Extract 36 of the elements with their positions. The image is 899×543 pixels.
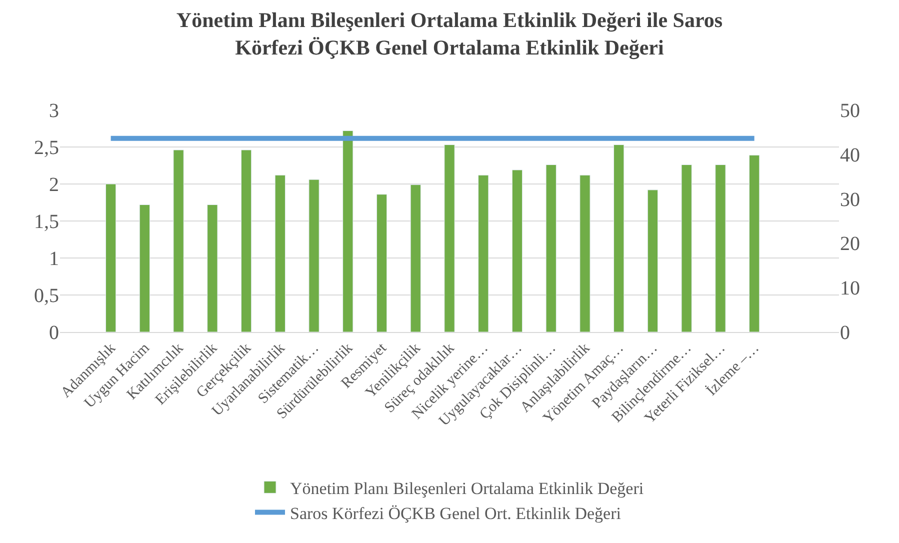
bar <box>173 150 184 332</box>
bar <box>376 194 388 332</box>
legend-label: Saros Körfezi ÖÇKB Genel Ort. Etkinlik Değeri <box>290 504 622 523</box>
bar <box>647 190 658 332</box>
bar <box>478 174 489 332</box>
y-tick-label: 1 <box>49 248 59 270</box>
bar <box>614 144 624 332</box>
y2-tick-label: 30 <box>840 188 860 211</box>
bar <box>342 130 354 332</box>
legend-label: Yönetim Planı Bileşenleri Ortalama Etkinlik Değeri <box>290 478 644 498</box>
bar <box>105 184 116 332</box>
y-tick-label: 2 <box>49 174 59 196</box>
bar <box>715 164 726 332</box>
bar <box>546 164 556 332</box>
bar <box>681 164 692 332</box>
bar <box>207 204 218 332</box>
bar <box>749 154 760 332</box>
bar <box>410 184 421 332</box>
y2-tick-label: 50 <box>840 100 860 122</box>
bar <box>274 174 286 332</box>
bar <box>308 179 320 332</box>
bar <box>444 144 455 332</box>
y-tick-label: 0,5 <box>34 285 59 307</box>
bar <box>139 204 150 332</box>
bar <box>240 150 252 332</box>
bar <box>512 170 523 332</box>
y-tick-label: 1,5 <box>34 211 59 233</box>
y-tick-label: 3 <box>49 100 59 122</box>
y-tick-label: 2,5 <box>34 137 59 159</box>
y2-tick-label: 40 <box>840 144 860 166</box>
chart-title: Yönetim Planı Bileşenleri Ortalama Etkinlik Değeri ile Saros Körfezi ÖÇKB Genel Ortalama Etkinlik Değeri <box>176 8 723 60</box>
y-tick-label: 0 <box>49 322 59 344</box>
bar <box>580 174 590 332</box>
y2-tick-label: 10 <box>840 278 860 300</box>
y2-tick-label: 20 <box>840 233 860 256</box>
y2-tick-label: 0 <box>840 322 850 344</box>
